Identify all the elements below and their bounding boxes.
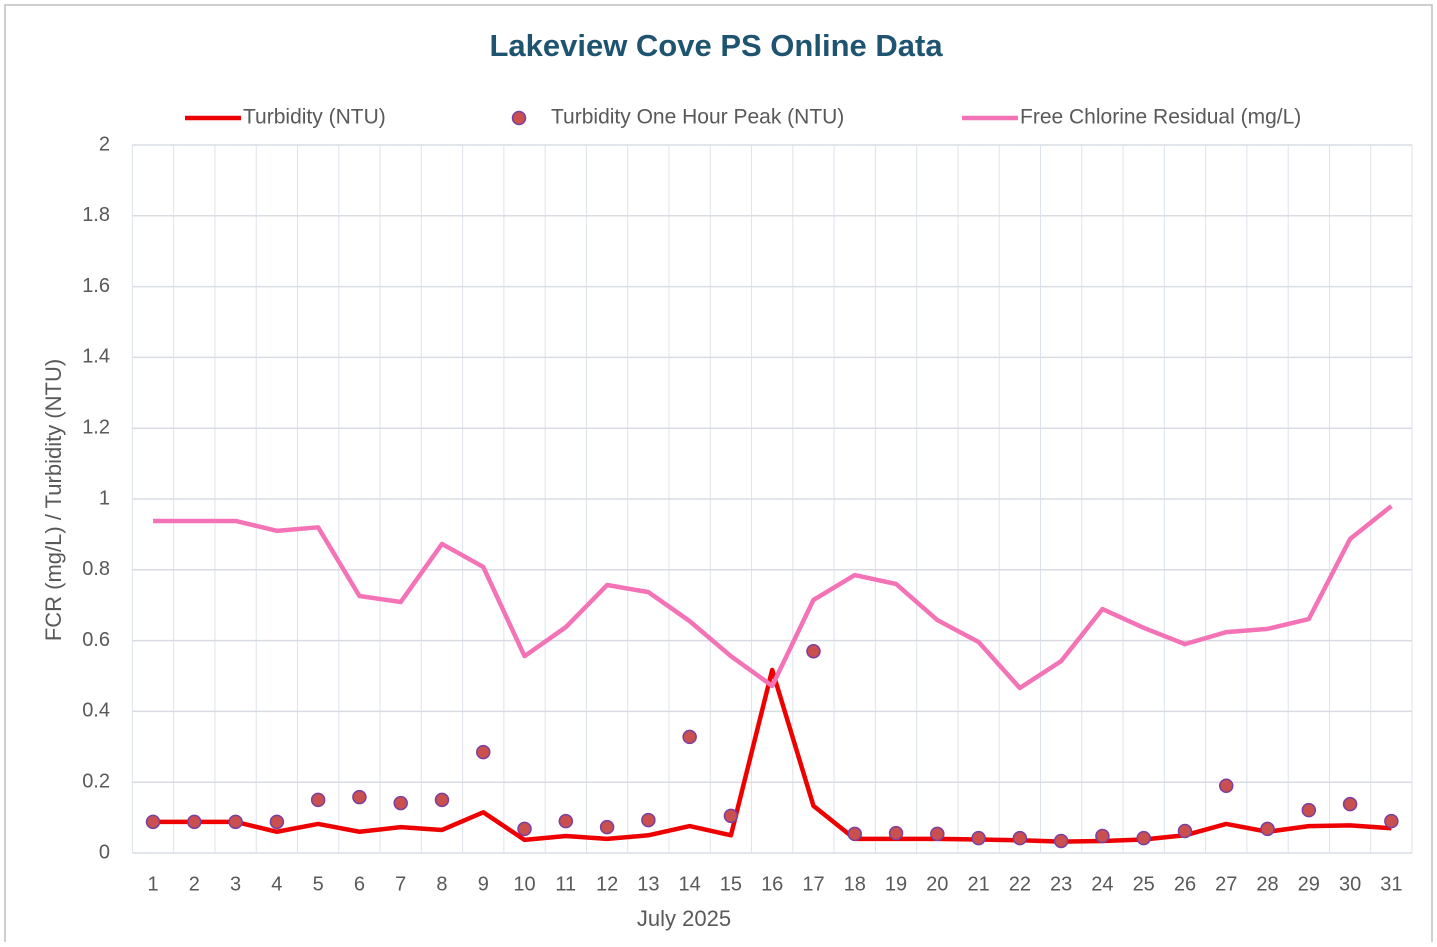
series-marker <box>723 808 739 824</box>
x-tick-label: 30 <box>1339 873 1361 895</box>
x-tick-label: 22 <box>1009 873 1031 895</box>
series-marker <box>187 814 202 830</box>
legend-label: Free Chlorine Residual (mg/L) <box>1020 106 1301 129</box>
series-marker <box>682 729 697 745</box>
x-tick-label: 3 <box>230 873 241 895</box>
x-tick-label: 18 <box>844 873 866 895</box>
y-tick-label: 1 <box>99 487 110 509</box>
series-marker <box>641 812 656 828</box>
x-tick-label: 16 <box>761 873 783 895</box>
y-tick-label: 2 <box>99 133 110 155</box>
series-marker <box>1260 821 1275 837</box>
x-tick-label: 21 <box>967 873 989 895</box>
series-marker <box>1219 778 1234 793</box>
x-tick-label: 13 <box>637 873 659 895</box>
legend-marker <box>511 110 527 126</box>
series-line <box>153 504 1393 691</box>
x-tick-label: 25 <box>1133 873 1155 895</box>
series-marker <box>1342 796 1358 812</box>
series-marker <box>1012 830 1028 846</box>
series-marker <box>1301 802 1317 818</box>
chart-frame <box>4 4 1433 947</box>
x-tick-label: 9 <box>478 873 489 895</box>
series-marker <box>847 826 863 842</box>
x-tick-label: 1 <box>147 873 158 895</box>
series-marker <box>145 814 161 830</box>
y-tick-label: 1.2 <box>82 416 110 438</box>
series-marker <box>1095 828 1110 844</box>
series-marker <box>434 792 450 808</box>
x-tick-label: 15 <box>720 873 742 895</box>
chart-title: Lakeview Cove PS Online Data <box>489 28 943 63</box>
x-tick-label: 4 <box>271 873 282 895</box>
x-tick-label: 14 <box>679 873 701 895</box>
x-axis-title: July 2025 <box>637 906 731 931</box>
x-tick-label: 2 <box>189 873 200 895</box>
series-marker <box>269 814 285 830</box>
series-marker <box>1177 823 1193 839</box>
x-tick-label: 10 <box>513 873 535 895</box>
y-tick-label: 0.6 <box>82 629 110 651</box>
y-axis-title: FCR (mg/L) / Turbidity (NTU) <box>41 359 66 641</box>
series-marker <box>558 813 574 829</box>
x-tick-label: 5 <box>313 873 324 895</box>
y-tick-label: 1.6 <box>82 275 110 297</box>
x-tick-label: 23 <box>1050 873 1072 895</box>
series-marker <box>310 792 326 808</box>
legend-label: Turbidity One Hour Peak (NTU) <box>551 106 844 129</box>
series-marker <box>971 830 986 846</box>
x-tick-label: 17 <box>802 873 824 895</box>
x-tick-label: 20 <box>926 873 948 895</box>
legend-label: Turbidity (NTU) <box>243 106 386 129</box>
y-tick-label: 1.8 <box>82 204 110 226</box>
x-tick-label: 8 <box>436 873 447 895</box>
series-marker <box>517 821 532 837</box>
series-marker <box>393 795 408 811</box>
series-marker <box>888 825 904 841</box>
y-tick-label: 0.2 <box>82 770 110 792</box>
series-marker <box>599 819 615 835</box>
x-tick-label: 6 <box>354 873 365 895</box>
x-tick-label: 27 <box>1215 873 1237 895</box>
y-tick-label: 0 <box>99 841 110 863</box>
y-tick-label: 0.8 <box>82 558 110 580</box>
series-marker <box>806 643 821 659</box>
x-tick-label: 24 <box>1091 873 1113 895</box>
y-tick-label: 0.4 <box>82 700 110 722</box>
x-tick-label: 12 <box>596 873 618 895</box>
x-tick-label: 28 <box>1256 873 1278 895</box>
series-marker <box>352 789 367 805</box>
y-tick-label: 1.4 <box>82 346 110 368</box>
series-marker <box>930 826 945 842</box>
series-marker <box>1053 833 1069 849</box>
series-marker <box>1136 830 1151 846</box>
series-marker <box>1384 813 1399 829</box>
x-tick-label: 26 <box>1174 873 1196 895</box>
x-tick-label: 29 <box>1298 873 1320 895</box>
series-marker <box>476 744 491 760</box>
x-tick-label: 19 <box>885 873 907 895</box>
x-tick-label: 31 <box>1380 873 1402 895</box>
x-tick-label: 7 <box>395 873 406 895</box>
x-tick-label: 11 <box>555 873 576 895</box>
series-marker <box>228 814 243 830</box>
